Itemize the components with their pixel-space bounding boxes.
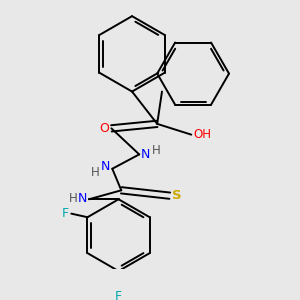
Text: N: N [141, 148, 150, 161]
Text: F: F [115, 290, 122, 300]
Text: H: H [152, 144, 161, 157]
Text: OH: OH [193, 128, 211, 141]
Text: O: O [99, 122, 109, 135]
Text: S: S [172, 189, 182, 202]
Text: N: N [78, 192, 87, 205]
Text: F: F [61, 207, 69, 220]
Text: H: H [91, 166, 100, 179]
Text: H: H [68, 192, 77, 205]
Text: N: N [101, 160, 110, 173]
